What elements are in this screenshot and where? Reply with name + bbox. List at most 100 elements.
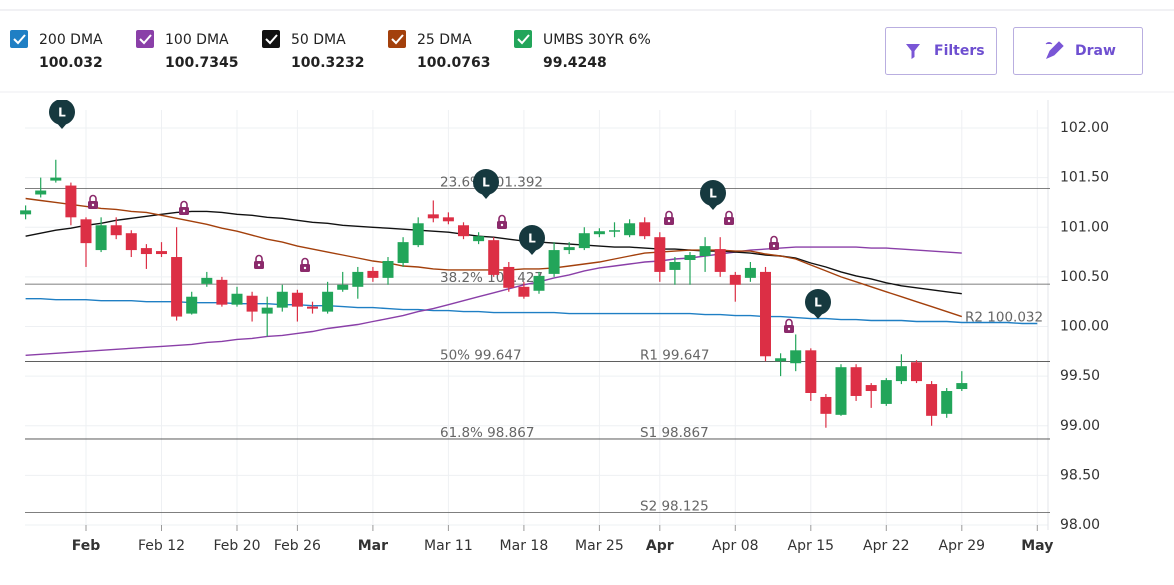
event-badge bbox=[804, 289, 832, 319]
checkmark bbox=[517, 34, 530, 45]
legend-item[interactable]: 50 DMA 100.3232 bbox=[262, 30, 365, 71]
event-badge bbox=[48, 100, 76, 129]
legend-checkbox bbox=[136, 30, 154, 48]
legend-item[interactable]: 25 DMA 100.0763 bbox=[388, 30, 491, 71]
legend-name: UMBS 30YR 6% bbox=[543, 32, 651, 48]
candle-body bbox=[760, 271, 771, 357]
y-tick-label: 100.00 bbox=[1060, 319, 1109, 335]
candle-body bbox=[790, 350, 802, 364]
candle-body bbox=[110, 225, 122, 236]
lock-icon bbox=[87, 194, 99, 210]
lock-icon bbox=[299, 257, 311, 273]
y-tick-label: 101.00 bbox=[1060, 219, 1109, 235]
legend-checkbox bbox=[514, 30, 532, 48]
y-tick-label: 101.50 bbox=[1060, 170, 1109, 186]
fib-level-label: 61.8% 98.867 bbox=[440, 425, 534, 441]
legend-name: 25 DMA bbox=[417, 32, 472, 48]
lock-icon bbox=[723, 210, 735, 226]
x-tick-label: Apr 15 bbox=[788, 538, 834, 554]
lock-icon bbox=[663, 210, 675, 226]
candle-body bbox=[427, 214, 439, 219]
candle-body bbox=[956, 383, 968, 390]
checkmark bbox=[13, 34, 26, 45]
legend-value: 100.3232 bbox=[291, 55, 365, 71]
candle-body bbox=[911, 362, 922, 382]
plot-area bbox=[20, 159, 1050, 513]
candle-body bbox=[941, 391, 953, 414]
candle-body bbox=[276, 291, 288, 308]
candle-body bbox=[216, 279, 228, 305]
fib-level-label: 38.2% 100.427 bbox=[440, 270, 543, 286]
candle-body bbox=[50, 177, 62, 181]
candle-body bbox=[533, 275, 545, 291]
x-tick-label: May bbox=[1021, 538, 1053, 554]
x-tick-label: Mar bbox=[358, 538, 388, 554]
candle-body bbox=[412, 223, 424, 246]
y-tick-label: 102.00 bbox=[1060, 120, 1109, 136]
moving-average-line bbox=[25, 246, 962, 356]
legend-item[interactable]: 100 DMA 100.7345 bbox=[136, 30, 239, 71]
candle-body bbox=[186, 296, 198, 314]
pivot-level-label: R2 100.032 bbox=[965, 309, 1043, 325]
candle-body bbox=[156, 251, 167, 255]
legend-value: 100.0763 bbox=[417, 55, 491, 71]
event-badge bbox=[518, 225, 546, 255]
x-tick-label: Feb 20 bbox=[213, 538, 260, 554]
y-tick-label: 98.50 bbox=[1060, 467, 1100, 483]
candle-body bbox=[684, 255, 696, 261]
button-label: Draw bbox=[1075, 43, 1116, 59]
x-tick-label: Apr 22 bbox=[863, 538, 909, 554]
x-tick-label: Mar 18 bbox=[500, 538, 549, 554]
lock-icon bbox=[768, 235, 780, 251]
candle-body bbox=[518, 286, 530, 297]
candle-body bbox=[80, 219, 92, 244]
candle-body bbox=[669, 261, 681, 270]
candle-body bbox=[880, 380, 892, 404]
candle-body bbox=[307, 306, 318, 309]
candle-body bbox=[624, 223, 636, 236]
legend-name: 50 DMA bbox=[291, 32, 346, 48]
draw-button[interactable]: Draw bbox=[1013, 27, 1143, 75]
candle-body bbox=[593, 231, 605, 235]
legend-checkbox bbox=[10, 30, 28, 48]
candle-body bbox=[201, 277, 213, 284]
candle-body bbox=[231, 293, 243, 305]
x-tick-label: Feb 26 bbox=[274, 538, 321, 554]
checkmark bbox=[139, 34, 152, 45]
legend-value: 100.032 bbox=[39, 55, 103, 71]
checkmark bbox=[265, 34, 278, 45]
candle-body bbox=[729, 274, 741, 285]
candle-body bbox=[367, 270, 379, 278]
filters-button[interactable]: Filters bbox=[885, 27, 997, 75]
candle-body bbox=[397, 242, 409, 263]
lock-icon bbox=[783, 318, 795, 334]
y-tick-label: 98.00 bbox=[1060, 517, 1100, 533]
fib-level-label: 50% 99.647 bbox=[440, 348, 522, 364]
event-badge bbox=[472, 169, 500, 199]
candle-body bbox=[65, 185, 77, 218]
x-tick-label: Apr bbox=[646, 538, 674, 554]
candle-body bbox=[654, 237, 666, 272]
lock-icon bbox=[496, 214, 508, 230]
candle-body bbox=[442, 217, 454, 222]
grid: 98.00 98.50 99.00 99.50 100.00 100.50 101.00 10… bbox=[25, 100, 1109, 554]
candle-body bbox=[488, 240, 500, 275]
legend-item[interactable]: UMBS 30YR 6% 99.4248 bbox=[514, 30, 651, 71]
candle-body bbox=[805, 350, 817, 393]
candle-body bbox=[246, 295, 258, 312]
legend-item[interactable]: 200 DMA 100.032 bbox=[10, 30, 103, 71]
candle-body bbox=[35, 190, 47, 195]
candle-body bbox=[473, 236, 485, 242]
candle-body bbox=[699, 246, 711, 257]
candle-body bbox=[458, 225, 469, 237]
pivot-level-label: S1 98.867 bbox=[640, 425, 709, 441]
candle-body bbox=[95, 225, 107, 251]
candle-body bbox=[578, 233, 590, 249]
candle-body bbox=[352, 271, 364, 287]
y-tick-label: 99.50 bbox=[1060, 368, 1100, 384]
candle-body bbox=[775, 358, 787, 362]
candle-body bbox=[171, 257, 183, 317]
lock-icon bbox=[178, 200, 190, 216]
legend-name: 200 DMA bbox=[39, 32, 103, 48]
candle-body bbox=[639, 222, 651, 237]
